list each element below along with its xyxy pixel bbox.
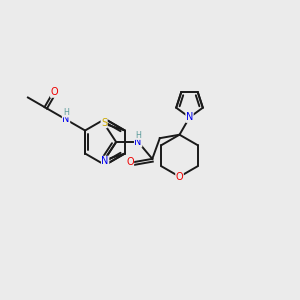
Text: N: N: [101, 156, 109, 166]
Text: O: O: [50, 87, 58, 97]
Text: H: H: [63, 108, 69, 117]
Text: N: N: [134, 137, 142, 147]
Text: H: H: [135, 130, 141, 140]
Text: N: N: [186, 112, 193, 122]
Text: S: S: [101, 118, 107, 128]
Text: O: O: [176, 172, 183, 182]
Text: N: N: [62, 115, 70, 124]
Text: O: O: [126, 157, 134, 167]
